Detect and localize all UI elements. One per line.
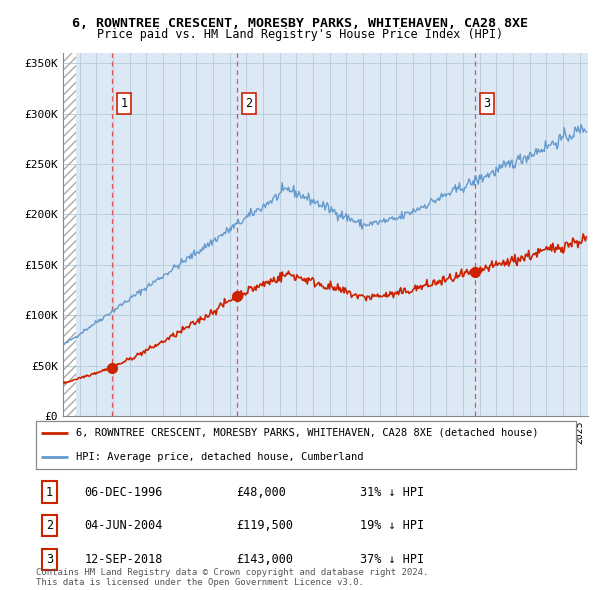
Text: 1: 1 [46, 486, 53, 499]
Text: 37% ↓ HPI: 37% ↓ HPI [360, 553, 424, 566]
Text: HPI: Average price, detached house, Cumberland: HPI: Average price, detached house, Cumb… [77, 452, 364, 462]
Text: Price paid vs. HM Land Registry's House Price Index (HPI): Price paid vs. HM Land Registry's House … [97, 28, 503, 41]
Text: 2: 2 [46, 519, 53, 532]
Text: £143,000: £143,000 [236, 553, 293, 566]
Text: 1: 1 [120, 97, 127, 110]
Text: 19% ↓ HPI: 19% ↓ HPI [360, 519, 424, 532]
Text: 31% ↓ HPI: 31% ↓ HPI [360, 486, 424, 499]
Text: 12-SEP-2018: 12-SEP-2018 [85, 553, 163, 566]
Bar [63, 53, 76, 416]
Text: Contains HM Land Registry data © Crown copyright and database right 2024.
This d: Contains HM Land Registry data © Crown c… [36, 568, 428, 587]
Bar [63, 53, 76, 416]
Text: 6, ROWNTREE CRESCENT, MORESBY PARKS, WHITEHAVEN, CA28 8XE: 6, ROWNTREE CRESCENT, MORESBY PARKS, WHI… [72, 17, 528, 30]
Text: 2: 2 [245, 97, 252, 110]
Text: 3: 3 [483, 97, 490, 110]
Text: £48,000: £48,000 [236, 486, 286, 499]
Text: 3: 3 [46, 553, 53, 566]
Text: 04-JUN-2004: 04-JUN-2004 [85, 519, 163, 532]
Text: £119,500: £119,500 [236, 519, 293, 532]
Text: 06-DEC-1996: 06-DEC-1996 [85, 486, 163, 499]
Text: 6, ROWNTREE CRESCENT, MORESBY PARKS, WHITEHAVEN, CA28 8XE (detached house): 6, ROWNTREE CRESCENT, MORESBY PARKS, WHI… [77, 428, 539, 438]
